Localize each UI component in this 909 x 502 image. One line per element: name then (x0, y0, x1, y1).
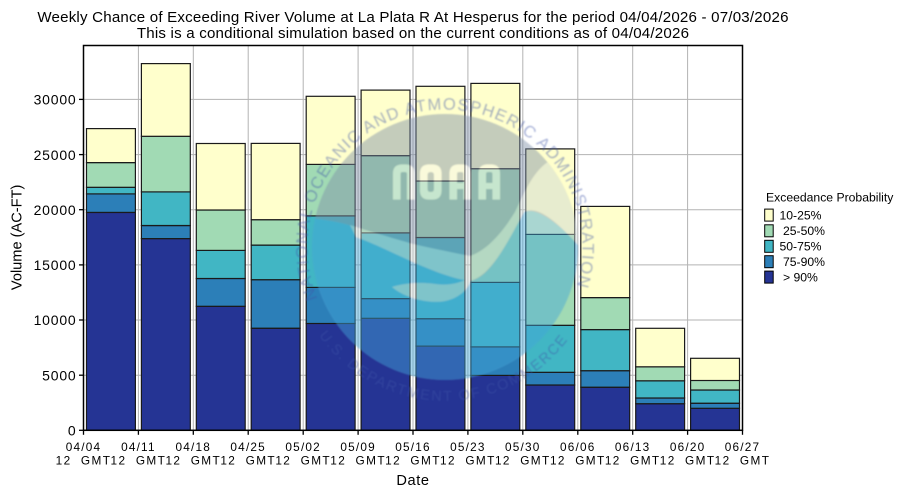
svg-text:Weekly Chance of Exceeding Riv: Weekly Chance of Exceeding River Volume … (37, 9, 788, 26)
svg-text:50-75%: 50-75% (780, 240, 822, 254)
svg-text:05/09: 05/09 (340, 440, 376, 454)
svg-text:06/20: 06/20 (670, 440, 706, 454)
svg-text:05/02: 05/02 (285, 440, 321, 454)
svg-text:04/18: 04/18 (176, 440, 212, 454)
svg-text:12 GMT: 12 GMT (56, 453, 112, 467)
svg-text:04/04: 04/04 (66, 440, 102, 454)
svg-text:12 GMT: 12 GMT (111, 453, 167, 467)
svg-text:12 GMT: 12 GMT (165, 453, 221, 467)
svg-text:05/30: 05/30 (505, 440, 541, 454)
svg-text:5000: 5000 (42, 367, 76, 383)
svg-text:Volume (AC-FT): Volume (AC-FT) (10, 185, 26, 290)
svg-text:12 GMT: 12 GMT (660, 453, 716, 467)
svg-text:25000: 25000 (34, 147, 77, 163)
svg-text:30000: 30000 (34, 92, 77, 108)
svg-text:04/11: 04/11 (121, 440, 156, 454)
svg-text:12 GMT: 12 GMT (550, 453, 606, 467)
svg-text:10000: 10000 (34, 312, 77, 328)
svg-text:15000: 15000 (34, 257, 77, 273)
svg-text:12 GMT: 12 GMT (220, 453, 276, 467)
svg-text:Date: Date (396, 473, 429, 489)
svg-text:12 GMT: 12 GMT (440, 453, 496, 467)
svg-text:12 GMT: 12 GMT (275, 453, 331, 467)
svg-text:12 GMT: 12 GMT (605, 453, 661, 467)
svg-text:12 GMT: 12 GMT (330, 453, 386, 467)
svg-text:0: 0 (68, 423, 77, 439)
svg-text:12 GMT: 12 GMT (385, 453, 441, 467)
svg-text:20000: 20000 (34, 202, 77, 218)
svg-text:05/16: 05/16 (395, 440, 431, 454)
svg-text:12 GMT: 12 GMT (495, 453, 551, 467)
svg-text:This is a conditional simulati: This is a conditional simulation based o… (137, 25, 689, 42)
svg-text:06/13: 06/13 (615, 440, 651, 454)
svg-text:04/25: 04/25 (230, 440, 266, 454)
svg-text:05/23: 05/23 (450, 440, 486, 454)
svg-text:06/27: 06/27 (725, 440, 761, 454)
svg-text:75-90%: 75-90% (783, 255, 825, 269)
svg-text:06/06: 06/06 (560, 440, 596, 454)
svg-text:> 90%: > 90% (783, 270, 818, 284)
svg-text:12 GMT: 12 GMT (715, 453, 771, 467)
svg-text:Exceedance Probability: Exceedance Probability (766, 190, 894, 204)
svg-text:25-50%: 25-50% (783, 224, 825, 238)
svg-text:10-25%: 10-25% (780, 208, 822, 222)
